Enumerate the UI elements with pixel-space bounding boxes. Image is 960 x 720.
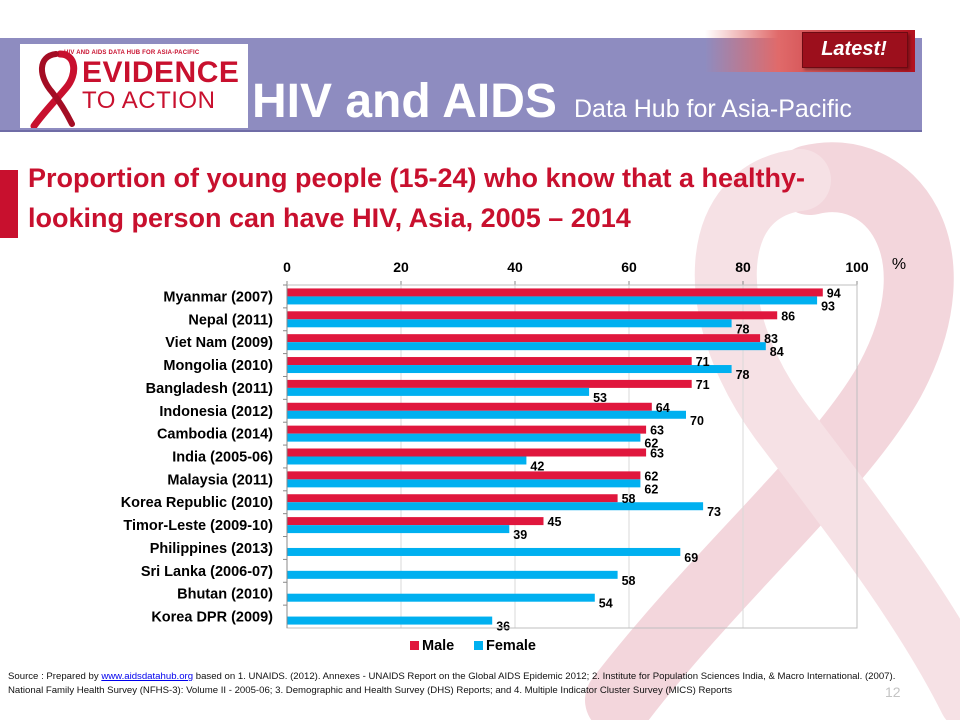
latest-button[interactable]	[802, 32, 908, 68]
category-label: Indonesia (2012)	[159, 404, 273, 420]
bar-male	[287, 471, 641, 480]
category-label: India (2005-06)	[172, 450, 273, 466]
source-text: based on 1. UNAIDS. (2012). Annexes - UN…	[8, 671, 896, 696]
bar-male	[287, 379, 692, 388]
header-title: HIV and AIDS	[252, 75, 557, 128]
legend-label-female: Female	[486, 638, 536, 654]
latest-button-label[interactable]: Latest!	[821, 38, 887, 60]
bar-female	[287, 502, 704, 511]
data-label-male: 71	[696, 355, 710, 369]
data-label-female: 84	[770, 345, 784, 359]
logo-tagline: HIV AND AIDS DATA HUB FOR ASIA-PACIFIC	[64, 50, 200, 56]
bar-female	[287, 319, 732, 328]
bar-male	[287, 517, 544, 526]
red-ribbon-icon	[30, 50, 78, 128]
bar-male	[287, 425, 647, 434]
bar-male	[287, 334, 761, 343]
data-label-female: 62	[644, 482, 658, 496]
bar-female	[287, 616, 493, 625]
data-label-male: 64	[656, 401, 670, 415]
bar-female	[287, 365, 732, 374]
bar-female	[287, 570, 618, 579]
logo-evidence-text: EVIDENCE	[82, 56, 240, 89]
x-tick-label: 40	[507, 259, 523, 275]
bar-female	[287, 433, 641, 442]
data-label-female: 73	[707, 505, 721, 519]
bar-female	[287, 296, 818, 305]
data-label-female: 78	[736, 368, 750, 382]
title-accent-bar	[0, 170, 18, 238]
bar-male	[287, 357, 692, 366]
chart-title: Proportion of young people (15-24) who k…	[28, 163, 806, 233]
legend-label-male: Male	[422, 638, 454, 654]
x-tick-label: 100	[845, 259, 869, 275]
category-label: Mongolia (2010)	[163, 358, 273, 374]
page-number: 12	[885, 684, 901, 700]
category-label: Cambodia (2014)	[157, 427, 273, 443]
legend-swatch-male	[410, 641, 419, 650]
data-label-female: 54	[599, 597, 613, 611]
data-label-female: 39	[513, 528, 527, 542]
data-label-male: 45	[548, 515, 562, 529]
data-label-female: 78	[736, 322, 750, 336]
bar-male	[287, 494, 618, 503]
category-label: Malaysia (2011)	[167, 472, 273, 488]
category-label: Sri Lanka (2006-07)	[141, 564, 273, 580]
data-label-female: 53	[593, 391, 607, 405]
logo-panel	[20, 44, 248, 128]
unit-label: %	[892, 256, 906, 273]
source-link[interactable]: www.aidsdatahub.org	[101, 671, 194, 682]
x-tick-label: 0	[283, 259, 291, 275]
data-label-male: 62	[644, 469, 658, 483]
category-label: Korea Republic (2010)	[121, 495, 273, 511]
header-subtitle: Data Hub for Asia-Pacific	[574, 95, 852, 123]
data-label-male: 83	[764, 332, 778, 346]
category-label: Nepal (2011)	[188, 312, 273, 328]
bar-female	[287, 525, 510, 534]
data-label-male: 63	[650, 424, 664, 438]
bar-female	[287, 479, 641, 488]
bar-male	[287, 311, 778, 320]
bar-female	[287, 410, 686, 419]
data-label-female: 93	[821, 299, 835, 313]
data-label-male: 71	[696, 378, 710, 392]
category-label: Korea DPR (2009)	[151, 610, 273, 626]
data-label-male: 86	[781, 309, 795, 323]
bar-female	[287, 342, 766, 351]
bar-female	[287, 456, 527, 465]
category-label: Timor-Leste (2009-10)	[123, 518, 273, 534]
x-tick-label: 20	[393, 259, 409, 275]
bar-male	[287, 448, 647, 457]
legend-swatch-female	[474, 641, 483, 650]
logo-to-action-text: TO ACTION	[82, 87, 216, 114]
data-label-female: 69	[684, 551, 698, 565]
category-label: Viet Nam (2009)	[165, 335, 273, 351]
data-label-male: 58	[622, 492, 636, 506]
category-label: Bhutan (2010)	[177, 587, 273, 603]
source-prefix: Source : Prepared by	[8, 671, 102, 682]
data-label-female: 62	[644, 437, 658, 451]
category-label: Myanmar (2007)	[163, 289, 273, 305]
category-label: Philippines (2013)	[150, 541, 273, 557]
x-tick-label: 60	[621, 259, 637, 275]
data-label-female: 58	[622, 574, 636, 588]
bar-female	[287, 547, 681, 556]
bar-female	[287, 593, 595, 602]
data-label-female: 36	[496, 620, 510, 634]
data-label-male: 94	[827, 286, 841, 300]
bar-male	[287, 288, 823, 297]
data-label-male: 63	[650, 447, 664, 461]
category-label: Bangladesh (2011)	[146, 381, 273, 397]
bar-female	[287, 387, 590, 396]
x-tick-label: 80	[735, 259, 751, 275]
data-label-female: 42	[530, 460, 544, 474]
bar-male	[287, 402, 652, 411]
data-label-female: 70	[690, 414, 704, 428]
source-note: Source : Prepared by www.aidsdatahub.org…	[8, 670, 928, 697]
